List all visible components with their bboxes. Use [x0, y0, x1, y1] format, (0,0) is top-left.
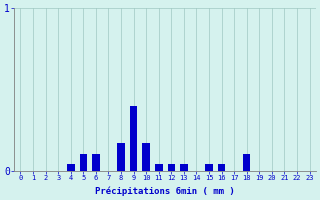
Bar	[67, 164, 75, 171]
Bar	[180, 164, 188, 171]
Bar	[218, 164, 225, 171]
Bar	[117, 143, 125, 171]
Bar	[155, 164, 163, 171]
Bar	[205, 164, 213, 171]
Bar	[130, 106, 137, 171]
Bar	[168, 164, 175, 171]
Bar	[80, 154, 87, 171]
Bar	[142, 143, 150, 171]
X-axis label: Précipitations 6min ( mm ): Précipitations 6min ( mm )	[95, 186, 235, 196]
Bar	[92, 154, 100, 171]
Bar	[243, 154, 251, 171]
